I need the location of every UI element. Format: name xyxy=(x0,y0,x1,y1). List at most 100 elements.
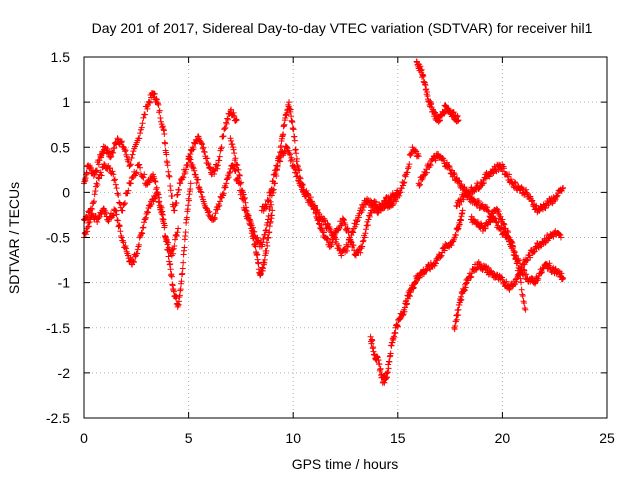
data-point-fill xyxy=(142,111,149,118)
data-point-fill xyxy=(97,169,104,176)
data-point xyxy=(223,180,230,187)
data-point-fill xyxy=(263,247,270,254)
data-point-fill xyxy=(455,177,462,184)
data-point xyxy=(101,162,108,169)
data-point xyxy=(177,180,184,187)
data-point xyxy=(108,153,115,160)
data-point-fill xyxy=(290,126,297,133)
data-point-fill xyxy=(137,164,144,171)
data-point-fill xyxy=(169,192,176,199)
data-point-fill xyxy=(157,115,164,122)
data-point-fill xyxy=(197,188,204,195)
data-point-fill xyxy=(117,228,124,235)
data-point-fill xyxy=(155,191,162,198)
data-point-fill xyxy=(168,273,175,280)
data-point-fill xyxy=(243,208,250,215)
data-point-fill xyxy=(132,170,139,177)
data-point-fill xyxy=(523,257,530,264)
data-point-fill xyxy=(355,214,362,221)
data-point-fill xyxy=(238,179,245,186)
data-point-fill xyxy=(519,292,526,299)
data-point-fill xyxy=(224,115,231,122)
data-point xyxy=(156,198,163,205)
data-point-fill xyxy=(291,137,298,144)
data-point-fill xyxy=(534,277,541,284)
data-point-fill xyxy=(536,207,543,214)
data-point xyxy=(352,252,359,259)
data-point-fill xyxy=(454,203,461,210)
data-point-fill xyxy=(261,231,268,238)
data-point-fill xyxy=(260,265,267,272)
data-point-fill xyxy=(405,163,412,170)
data-point-fill xyxy=(327,226,334,233)
data-point-fill xyxy=(116,223,123,230)
data-point-fill xyxy=(284,145,291,152)
data-point-fill xyxy=(200,144,207,151)
data-point-fill xyxy=(246,216,253,223)
data-point-fill xyxy=(115,192,122,199)
data-point-fill xyxy=(219,191,226,198)
data-point xyxy=(114,135,121,142)
data-point-fill xyxy=(182,166,189,173)
data-point-fill xyxy=(264,219,271,226)
data-point-fill xyxy=(136,161,143,168)
data-point-fill xyxy=(400,180,407,187)
data-point-fill xyxy=(127,161,134,168)
data-point-fill xyxy=(287,106,294,113)
data-point-fill xyxy=(412,278,419,285)
data-point-fill xyxy=(148,176,155,183)
data-point xyxy=(187,180,194,187)
data-point-fill xyxy=(245,212,252,219)
data-point-fill xyxy=(321,217,328,224)
data-point-fill xyxy=(116,222,123,229)
data-point-fill xyxy=(515,255,522,262)
data-point-fill xyxy=(113,211,120,218)
data-point-fill xyxy=(134,246,141,253)
data-point-fill xyxy=(125,187,132,194)
data-point-fill xyxy=(528,274,535,281)
data-point-fill xyxy=(467,192,474,199)
data-point-fill xyxy=(545,201,552,208)
data-point-fill xyxy=(218,144,225,151)
data-point-fill xyxy=(324,220,331,227)
data-point-fill xyxy=(84,215,91,222)
data-point-fill xyxy=(181,244,188,251)
data-point-fill xyxy=(354,217,361,224)
data-point-fill xyxy=(317,225,324,232)
data-point xyxy=(265,198,272,205)
data-point xyxy=(315,216,322,223)
data-point-fill xyxy=(485,264,492,271)
data-point-fill xyxy=(454,112,461,119)
data-markers xyxy=(81,58,567,386)
data-point-fill xyxy=(287,151,294,158)
data-point-fill xyxy=(486,173,493,180)
data-point-fill xyxy=(495,208,502,215)
data-point-fill xyxy=(312,204,319,211)
data-point-fill xyxy=(160,220,167,227)
data-point-fill xyxy=(139,120,146,127)
data-point-fill xyxy=(347,236,354,243)
data-point xyxy=(175,225,182,232)
chart-title: Day 201 of 2017, Sidereal Day-to-day VTE… xyxy=(92,20,593,36)
y-tick-label: -1 xyxy=(58,275,71,291)
data-point-fill xyxy=(519,185,526,192)
data-point-fill xyxy=(151,175,158,182)
data-point xyxy=(553,193,560,200)
data-point-fill xyxy=(229,141,236,148)
data-point-fill xyxy=(231,150,238,157)
data-point-fill xyxy=(251,228,258,235)
data-point-fill xyxy=(484,204,491,211)
data-point-fill xyxy=(102,209,109,216)
data-point-fill xyxy=(152,178,159,185)
data-point-fill xyxy=(500,220,507,227)
data-point-fill xyxy=(116,200,123,207)
data-point-fill xyxy=(475,264,482,271)
data-point-fill xyxy=(165,172,172,179)
data-point-fill xyxy=(201,149,208,156)
data-point xyxy=(118,234,125,241)
data-point-fill xyxy=(138,124,145,131)
data-point-fill xyxy=(223,120,230,127)
data-point-fill xyxy=(445,162,452,169)
data-point-fill xyxy=(174,191,181,198)
data-point-fill xyxy=(282,148,289,155)
